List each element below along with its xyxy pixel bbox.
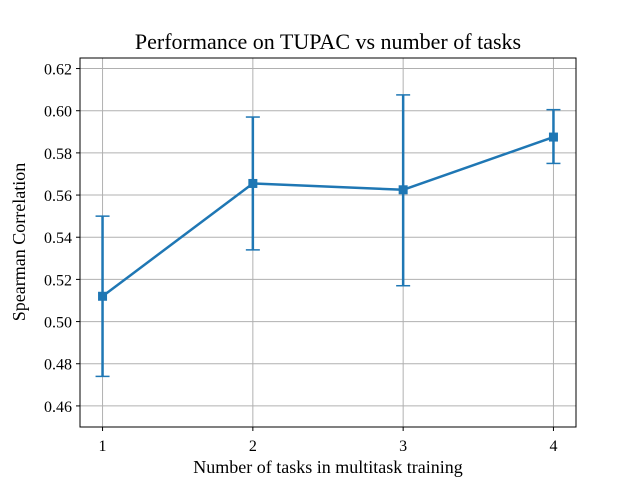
y-tick-label: 0.54 <box>44 230 72 247</box>
plot-frame <box>79 57 577 428</box>
data-markers <box>98 132 558 301</box>
x-tick-label: 3 <box>399 438 407 455</box>
x-tick-label: 1 <box>99 438 107 455</box>
series-lines <box>101 135 554 298</box>
x-axis-ticks: 1 2 3 4 <box>99 427 557 455</box>
y-tick-label: 0.56 <box>44 188 72 205</box>
chart-title: Performance on TUPAC vs number of tasks <box>135 29 521 54</box>
data-point-marker <box>398 185 408 195</box>
data-point-marker <box>548 132 558 142</box>
data-point-marker <box>248 178 258 188</box>
x-axis-label: Number of tasks in multitask training <box>193 457 462 477</box>
y-tick-label: 0.50 <box>44 315 72 332</box>
x-tick-label: 4 <box>549 438 557 455</box>
y-axis-label: Spearman Correlation <box>9 163 29 321</box>
x-tick-label: 2 <box>249 438 257 455</box>
data-point-marker <box>98 291 108 301</box>
y-tick-label: 0.60 <box>44 104 72 121</box>
y-axis-ticks: 0.46 0.48 0.50 0.52 0.54 0.56 0.58 0.60 0.62 <box>44 62 80 416</box>
y-tick-label: 0.62 <box>44 62 72 79</box>
y-tick-label: 0.48 <box>44 357 72 374</box>
y-tick-label: 0.52 <box>44 272 72 289</box>
y-tick-label: 0.58 <box>44 146 72 163</box>
y-tick-label: 0.46 <box>44 399 72 416</box>
series-line <box>101 135 554 298</box>
